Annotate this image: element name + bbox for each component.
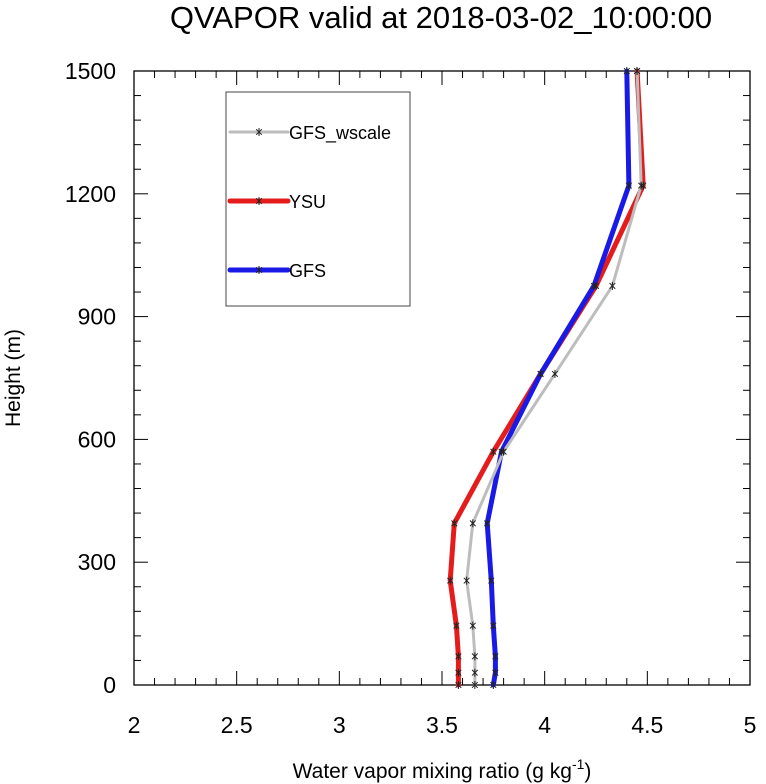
data-point-ysu xyxy=(455,681,462,689)
legend-label: GFS xyxy=(289,261,326,281)
data-point-ysu xyxy=(453,621,460,630)
data-point-gfs-wscale xyxy=(471,652,479,661)
data-point-gfs xyxy=(488,576,495,585)
data-point-gfs xyxy=(623,67,630,75)
data-point-gfs-wscale xyxy=(551,369,559,378)
data-point-gfs-wscale xyxy=(469,519,476,528)
data-point-gfs xyxy=(590,281,598,290)
y-tick-label: 0 xyxy=(103,672,116,698)
y-axis-label: Height (m) xyxy=(2,329,25,427)
y-tick-label: 1500 xyxy=(65,58,116,84)
x-tick-label: 5 xyxy=(744,712,757,738)
data-point-gfs xyxy=(498,447,505,456)
x-tick-label: 2 xyxy=(128,712,141,738)
x-axis-label-main: Water vapor mixing ratio (g kg xyxy=(293,760,572,783)
y-tick-label: 600 xyxy=(78,426,116,452)
x-axis-label-sup: -1 xyxy=(572,756,585,772)
legend-label: GFS_wscale xyxy=(289,123,391,144)
data-point-ysu xyxy=(490,447,497,456)
data-point-ysu xyxy=(455,668,462,677)
data-point-gfs-wscale xyxy=(469,621,476,630)
legend-items: GFS_wscale YSU GFS xyxy=(227,123,391,281)
data-point-gfs xyxy=(490,621,497,630)
legend-marker xyxy=(255,128,263,136)
y-tick-label: 300 xyxy=(78,549,116,575)
data-point-gfs xyxy=(537,369,544,378)
data-point-ysu xyxy=(633,67,641,75)
x-axis-label-end: ) xyxy=(584,760,591,783)
legend: GFS_wscale YSU GFS xyxy=(225,91,411,307)
y-tick-label: 1200 xyxy=(65,181,116,207)
x-tick-label: 2.5 xyxy=(221,712,253,738)
series-line-ysu xyxy=(447,68,646,688)
data-point-gfs-wscale xyxy=(471,681,479,689)
data-point-gfs xyxy=(625,181,633,190)
x-tick-label: 4 xyxy=(538,712,551,738)
axis-ticks: 2 2.5 3 3.5 4 4.5 5 0 300 600 900 1200 1500 xyxy=(65,58,757,738)
chart-title: QVAPOR valid at 2018-03-02_10:00:00 xyxy=(170,0,712,35)
x-axis-label: Water vapor mixing ratio (g kg-1) xyxy=(293,756,592,783)
data-point-gfs-wscale xyxy=(463,576,470,585)
data-point-ysu xyxy=(640,181,647,190)
series-group xyxy=(447,67,647,689)
data-point-gfs-wscale xyxy=(609,281,616,290)
legend-marker xyxy=(255,197,263,205)
legend-marker xyxy=(255,266,263,274)
x-tick-label: 4.5 xyxy=(631,712,663,738)
x-tick-label: 3 xyxy=(333,712,346,738)
data-point-gfs xyxy=(490,681,497,689)
series-line-gfs xyxy=(484,68,632,688)
data-point-gfs-wscale xyxy=(471,668,479,677)
legend-label: YSU xyxy=(289,192,326,212)
data-point-ysu xyxy=(447,576,454,585)
y-tick-label: 900 xyxy=(78,304,116,330)
data-point-gfs xyxy=(492,668,499,677)
data-point-gfs xyxy=(492,652,499,661)
data-point-ysu xyxy=(455,652,462,661)
x-tick-label: 3.5 xyxy=(426,712,458,738)
data-point-ysu xyxy=(451,519,458,528)
data-point-gfs xyxy=(483,519,491,528)
